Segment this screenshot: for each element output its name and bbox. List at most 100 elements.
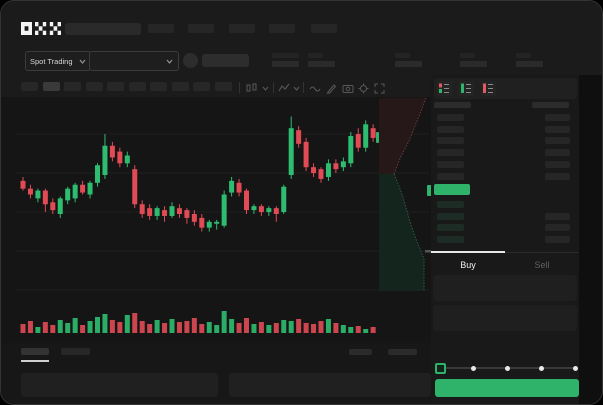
bid-amount-placeholder[interactable]: [545, 235, 570, 243]
buy-submit-button[interactable]: [435, 379, 579, 397]
candle-body: [325, 163, 331, 177]
candlestick-chart[interactable]: [1, 97, 431, 343]
candle-body: [266, 208, 272, 213]
trade-mode-select[interactable]: Spot Trading: [25, 51, 91, 71]
nav-item-placeholder[interactable]: [269, 24, 295, 33]
line-tool-icon[interactable]: [309, 85, 321, 92]
bid-price-placeholder[interactable]: [437, 224, 464, 231]
interval-button-placeholder[interactable]: [42, 82, 60, 91]
ask-amount-placeholder[interactable]: [545, 149, 570, 157]
tab-sell[interactable]: Sell: [534, 260, 550, 270]
candle-body: [87, 182, 93, 195]
candle-body: [184, 210, 190, 218]
orderbook-price-header-placeholder: [434, 102, 471, 108]
bid-price-placeholder[interactable]: [437, 201, 464, 208]
depth-left-price-marker: [376, 132, 379, 143]
candle-body: [214, 221, 220, 224]
candle-body: [340, 161, 346, 168]
volume-bar: [251, 324, 257, 333]
price-input[interactable]: [433, 275, 577, 301]
ask-price-placeholder[interactable]: [437, 114, 464, 121]
interval-button-placeholder[interactable]: [128, 82, 146, 91]
nav-item-placeholder[interactable]: [311, 24, 337, 33]
bid-amount-placeholder[interactable]: [545, 224, 570, 231]
orderbook-bids-icon[interactable]: [459, 81, 474, 96]
pair-select[interactable]: [89, 51, 179, 71]
ask-amount-placeholder[interactable]: [545, 114, 570, 121]
orderbook-asks-icon[interactable]: [481, 81, 496, 96]
candle-body: [169, 206, 175, 216]
ask-amount-placeholder[interactable]: [545, 160, 570, 168]
nav-item-placeholder[interactable]: [148, 24, 174, 33]
ask-price-placeholder[interactable]: [437, 137, 464, 145]
bottom-action-placeholder[interactable]: [349, 349, 372, 355]
bid-price-placeholder[interactable]: [437, 212, 464, 220]
ask-amount-placeholder[interactable]: [545, 172, 570, 180]
interval-button-placeholder[interactable]: [150, 82, 167, 91]
candle-body: [65, 188, 71, 201]
interval-button-placeholder[interactable]: [193, 82, 210, 91]
volume-bar: [318, 321, 324, 333]
bottom-tab-2[interactable]: [61, 348, 90, 355]
slider-dot[interactable]: [470, 365, 476, 371]
interval-button-placeholder[interactable]: [107, 82, 124, 91]
slider-dot[interactable]: [504, 365, 510, 371]
chevron-down-icon[interactable]: [293, 86, 300, 91]
market-stat-value-placeholder: [272, 61, 299, 67]
interval-button-placeholder[interactable]: [21, 82, 38, 91]
nav-item-placeholder[interactable]: [188, 24, 214, 33]
candle-body: [95, 165, 100, 183]
interval-button-placeholder[interactable]: [85, 82, 103, 91]
ask-price-placeholder[interactable]: [437, 160, 464, 168]
right-margin: [579, 75, 602, 404]
nav-item-placeholder[interactable]: [229, 24, 255, 33]
draw-tool-icon[interactable]: [326, 83, 337, 94]
search-input[interactable]: [65, 23, 141, 35]
market-stat-value-placeholder: [395, 61, 422, 67]
camera-icon[interactable]: [342, 83, 354, 93]
orderbook-both-icon[interactable]: [437, 81, 452, 96]
candle-body: [251, 206, 257, 211]
bottom-panel-right: [229, 373, 431, 397]
last-price-highlight[interactable]: [434, 184, 470, 195]
bid-price-placeholder[interactable]: [437, 235, 464, 243]
fullscreen-icon[interactable]: [374, 83, 385, 94]
interval-button-placeholder[interactable]: [214, 82, 232, 91]
chevron-down-icon[interactable]: [262, 86, 269, 91]
volume-bar: [20, 324, 26, 333]
amount-input[interactable]: [433, 305, 577, 331]
bottom-tab-1[interactable]: [21, 348, 49, 355]
okx-logo[interactable]: [21, 22, 61, 35]
volume-bar: [348, 327, 354, 333]
orderbook-amount-header-placeholder: [532, 102, 569, 108]
ask-price-placeholder[interactable]: [437, 125, 464, 133]
ask-amount-placeholder[interactable]: [545, 125, 570, 133]
toolbar-divider: [239, 82, 240, 93]
ask-price-placeholder[interactable]: [437, 149, 464, 157]
bottom-panel-left: [21, 373, 218, 397]
indicators-icon[interactable]: [278, 83, 290, 93]
slider-dot[interactable]: [572, 365, 578, 371]
bottom-action-placeholder[interactable]: [388, 349, 417, 355]
ask-amount-placeholder[interactable]: [545, 137, 570, 145]
volume-bar: [266, 325, 272, 333]
interval-button-placeholder[interactable]: [64, 82, 81, 91]
trade-mode-label: Spot Trading: [30, 56, 73, 66]
candle-body: [154, 208, 160, 216]
candle-body: [281, 186, 287, 213]
volume-bar: [303, 323, 309, 333]
amount-slider-handle[interactable]: [435, 363, 446, 374]
market-stat-label-placeholder: [395, 53, 410, 58]
toolbar-divider: [303, 82, 304, 93]
slider-dot[interactable]: [538, 365, 544, 371]
candle-body: [199, 217, 205, 228]
bottom-tab-active-indicator: [21, 360, 49, 362]
bid-amount-placeholder[interactable]: [545, 212, 570, 220]
tab-buy[interactable]: Buy: [460, 260, 476, 270]
candle-body: [221, 194, 227, 226]
interval-button-placeholder[interactable]: [171, 82, 189, 91]
candle-style-icon[interactable]: [246, 83, 258, 93]
settings-icon[interactable]: [358, 83, 369, 94]
volume-bar: [311, 324, 317, 333]
ask-price-placeholder[interactable]: [437, 172, 464, 180]
